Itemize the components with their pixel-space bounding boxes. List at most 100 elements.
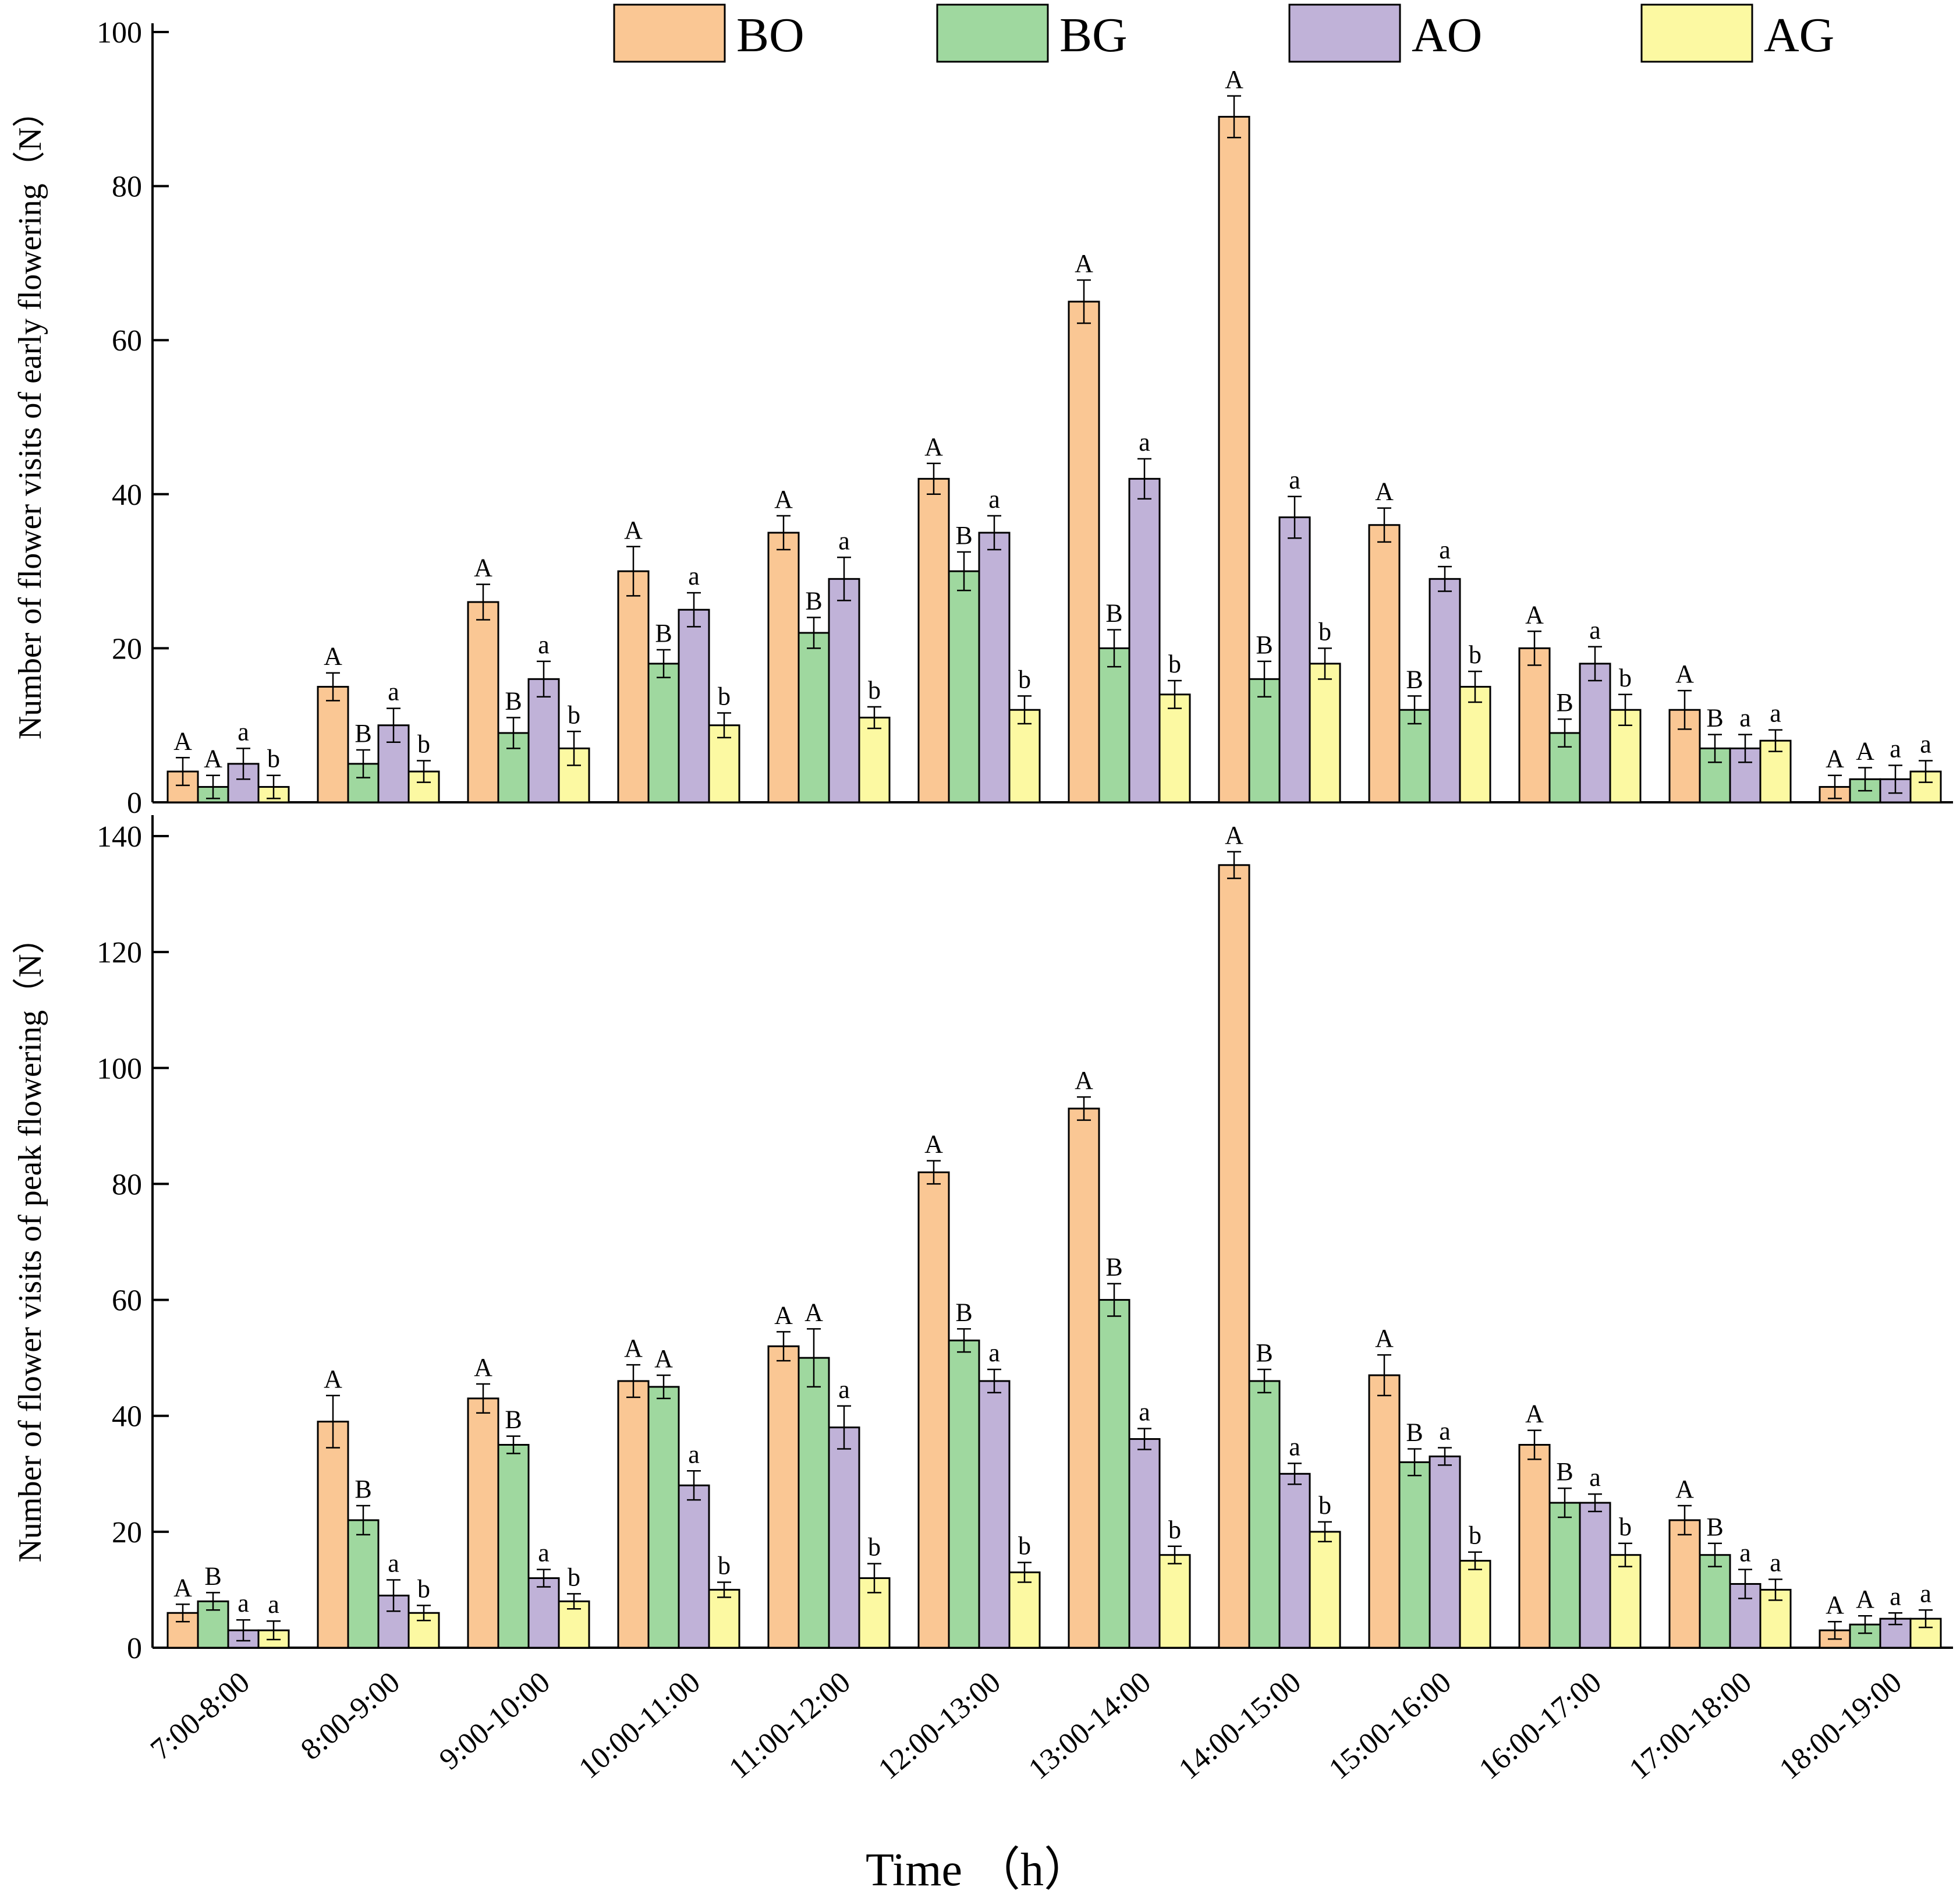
bar-bg: [1548, 1502, 1581, 1649]
bar-bg: [948, 1339, 980, 1649]
significance-label: B: [1105, 599, 1122, 628]
significance-label: A: [324, 642, 342, 671]
bar-bo: [1068, 1107, 1100, 1649]
bar-ao: [678, 1484, 710, 1649]
legend-label-ag: AG: [1764, 8, 1834, 62]
significance-label: B: [805, 586, 822, 615]
significance-label: a: [1439, 1417, 1451, 1445]
significance-label: B: [1556, 688, 1573, 717]
y-tick-label: 20: [112, 1516, 142, 1549]
significance-label: B: [1706, 1513, 1723, 1541]
legend-swatch-ag: [1640, 3, 1753, 63]
significance-label: A: [1525, 1400, 1544, 1428]
significance-label: a: [1139, 1398, 1150, 1426]
y-tick-label: 100: [97, 1052, 142, 1085]
bar-ao: [828, 578, 860, 803]
significance-label: b: [1319, 1491, 1331, 1520]
bar-bo: [317, 686, 349, 803]
significance-label: a: [688, 562, 700, 590]
bar-ao: [1128, 477, 1161, 803]
significance-label: a: [1139, 428, 1150, 456]
bar-bg: [948, 570, 980, 803]
bar-bo: [917, 477, 950, 803]
significance-label: A: [1075, 249, 1093, 278]
significance-label: B: [955, 1298, 972, 1326]
x-tick-label: 11:00-12:00: [723, 1666, 857, 1786]
bar-bo: [1218, 864, 1250, 1649]
significance-label: B: [1256, 631, 1273, 659]
bar-bo: [467, 1397, 499, 1649]
legend-label-bg: BG: [1059, 8, 1128, 62]
significance-label: B: [655, 619, 672, 647]
significance-label: A: [1525, 600, 1544, 629]
legend-swatch-bg: [936, 3, 1049, 63]
x-tick-label: 13:00-14:00: [1022, 1666, 1157, 1786]
significance-label: A: [654, 1344, 673, 1373]
bar-ag: [1158, 693, 1191, 803]
significance-label: a: [1890, 734, 1901, 763]
bar-ag: [708, 1588, 740, 1649]
y-tick-label: 80: [112, 171, 142, 204]
x-tick-label: 8:00-9:00: [295, 1666, 406, 1767]
bar-ag: [1008, 1571, 1041, 1649]
significance-label: b: [417, 1574, 430, 1603]
significance-label: A: [1826, 745, 1844, 773]
bar-bo: [1218, 116, 1250, 803]
significance-label: b: [718, 1551, 731, 1580]
significance-label: b: [417, 730, 430, 759]
significance-label: a: [238, 1589, 249, 1617]
significance-label: A: [624, 1334, 643, 1362]
x-tick-label: 14:00-15:00: [1172, 1666, 1307, 1786]
bar-bo: [1068, 300, 1100, 803]
significance-label: A: [1225, 821, 1243, 849]
bar-bg: [1248, 1380, 1281, 1649]
significance-label: a: [1920, 1579, 1931, 1608]
y-tick-label: 0: [127, 1632, 142, 1665]
significance-label: B: [505, 1406, 522, 1434]
significance-label: a: [988, 1339, 1000, 1367]
significance-label: A: [924, 433, 943, 461]
significance-label: A: [1856, 737, 1874, 765]
bar-bo: [1518, 1444, 1551, 1649]
bar-ao: [1429, 1455, 1461, 1649]
bar-bo: [617, 1380, 650, 1649]
bar-bo: [467, 601, 499, 803]
bar-bo: [767, 532, 800, 803]
significance-label: B: [1406, 665, 1423, 693]
significance-label: a: [238, 717, 249, 746]
bar-bo: [1518, 647, 1551, 803]
significance-label: A: [474, 1353, 492, 1382]
bar-bg: [1248, 678, 1281, 803]
panel-peak-flowering: 0 20 40 60 80 100 120 140 Number of flower visit…: [12, 815, 1953, 1665]
legend: BO BG AO AG: [613, 3, 1834, 63]
y-axis-title: Number of flower visits of peak flowerin…: [12, 921, 48, 1562]
significance-label: a: [1890, 1582, 1901, 1610]
bar-ag: [407, 770, 440, 803]
bar-ag: [1609, 1554, 1642, 1649]
significance-label: a: [1439, 536, 1451, 564]
bar-ao: [527, 678, 560, 803]
significance-label: A: [1225, 65, 1243, 94]
y-tick-label: 40: [112, 479, 142, 512]
significance-label: A: [774, 485, 793, 514]
significance-label: A: [1375, 1324, 1394, 1353]
bar-bo: [617, 570, 650, 803]
significance-label: b: [568, 1563, 580, 1591]
x-tick-label: 12:00-13:00: [872, 1666, 1006, 1786]
x-tick-label: 18:00-19:00: [1773, 1666, 1908, 1786]
significance-label: a: [1739, 704, 1751, 732]
bar-bg: [1098, 1299, 1130, 1649]
bar-bo: [317, 1421, 349, 1649]
significance-label: B: [1256, 1339, 1273, 1367]
panel-early-flowering: 0 20 40 60 80 100 Number of flower visits of e…: [12, 16, 1953, 820]
bar-bo: [1368, 524, 1401, 803]
y-tick-label: 60: [112, 324, 142, 357]
significance-label: b: [868, 1533, 881, 1562]
significance-label: b: [1319, 617, 1331, 646]
significance-label: a: [388, 1549, 399, 1578]
bar-bg: [1699, 1554, 1731, 1649]
significance-label: A: [774, 1301, 793, 1329]
significance-label: A: [1675, 660, 1694, 688]
y-tick-label: 100: [97, 16, 142, 49]
